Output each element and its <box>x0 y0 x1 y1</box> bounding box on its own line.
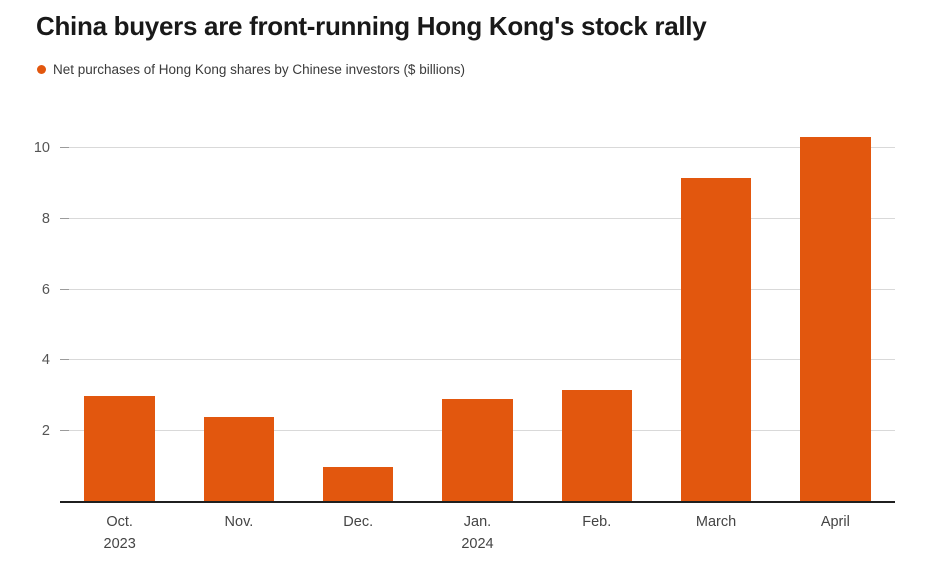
x-axis-year-text: 2024 <box>461 536 494 552</box>
x-axis-month-text: March <box>695 514 737 530</box>
x-axis-label-march: March <box>656 511 775 555</box>
x-axis-baseline <box>60 501 895 503</box>
x-axis-month-text: April <box>820 514 850 530</box>
y-axis-tick-8 <box>60 217 69 219</box>
bar-slot-oct <box>60 116 179 502</box>
bar-oct <box>84 395 155 502</box>
gridline-y-8 <box>60 217 895 219</box>
gridline-y-10 <box>60 146 895 148</box>
bar-dec <box>323 466 394 502</box>
bar-slot-nov <box>179 116 298 502</box>
x-axis-month-text: Dec. <box>343 514 374 530</box>
x-axis-label-feb: Feb. <box>537 511 656 555</box>
bar-jan <box>442 399 513 502</box>
x-axis-month-text: Nov. <box>224 514 254 530</box>
legend-dot-icon <box>37 65 46 74</box>
y-axis-label-10: 10 <box>33 139 50 156</box>
bar-slot-march <box>656 116 775 502</box>
x-axis-year-text: 2023 <box>103 536 136 552</box>
y-axis-label-2: 2 <box>41 423 50 440</box>
bar-slot-jan <box>418 116 537 502</box>
bar-slot-dec <box>299 116 418 502</box>
bar-march <box>680 177 752 502</box>
y-axis-label-6: 6 <box>41 281 50 298</box>
y-axis-tick-10 <box>60 146 69 148</box>
x-axis-label-april: April <box>776 511 895 555</box>
bar-nov <box>203 417 275 502</box>
x-axis-month-text: Feb. <box>582 514 612 530</box>
gridline-y-4 <box>60 359 895 361</box>
bars-row <box>60 116 895 502</box>
y-axis-label-8: 8 <box>41 210 50 227</box>
legend: Net purchases of Hong Kong shares by Chi… <box>37 62 465 77</box>
bar-slot-feb <box>537 116 656 502</box>
y-axis-tick-6 <box>60 288 69 290</box>
x-axis-month-text: Jan. <box>463 514 492 530</box>
x-axis-label-nov: Nov. <box>179 511 298 555</box>
gridline-y-6 <box>60 288 895 290</box>
x-axis-month-text: Oct. <box>106 514 133 530</box>
x-axis-label-dec: Dec. <box>299 511 418 555</box>
x-axis-label-jan: Jan. 2024 <box>418 511 537 555</box>
x-axis-label-oct: Oct. 2023 <box>60 511 179 555</box>
x-axis-labels: Oct. 2023 Nov. Dec. Jan. 2024 Feb. March April <box>60 511 895 555</box>
legend-label: Net purchases of Hong Kong shares by Chi… <box>53 62 465 77</box>
bar-feb <box>561 390 632 502</box>
y-axis-label-4: 4 <box>41 352 50 369</box>
page-title: China buyers are front-running Hong Kong… <box>36 11 707 41</box>
y-axis-tick-2 <box>60 430 69 432</box>
bar-chart-plot-area: 2 4 6 8 10 Oct. 2023 Nov. Dec. Jan. 2024 Feb. March A… <box>34 116 895 552</box>
bar-slot-april <box>776 116 895 502</box>
y-axis-tick-4 <box>60 359 69 361</box>
bar-april <box>800 137 871 502</box>
